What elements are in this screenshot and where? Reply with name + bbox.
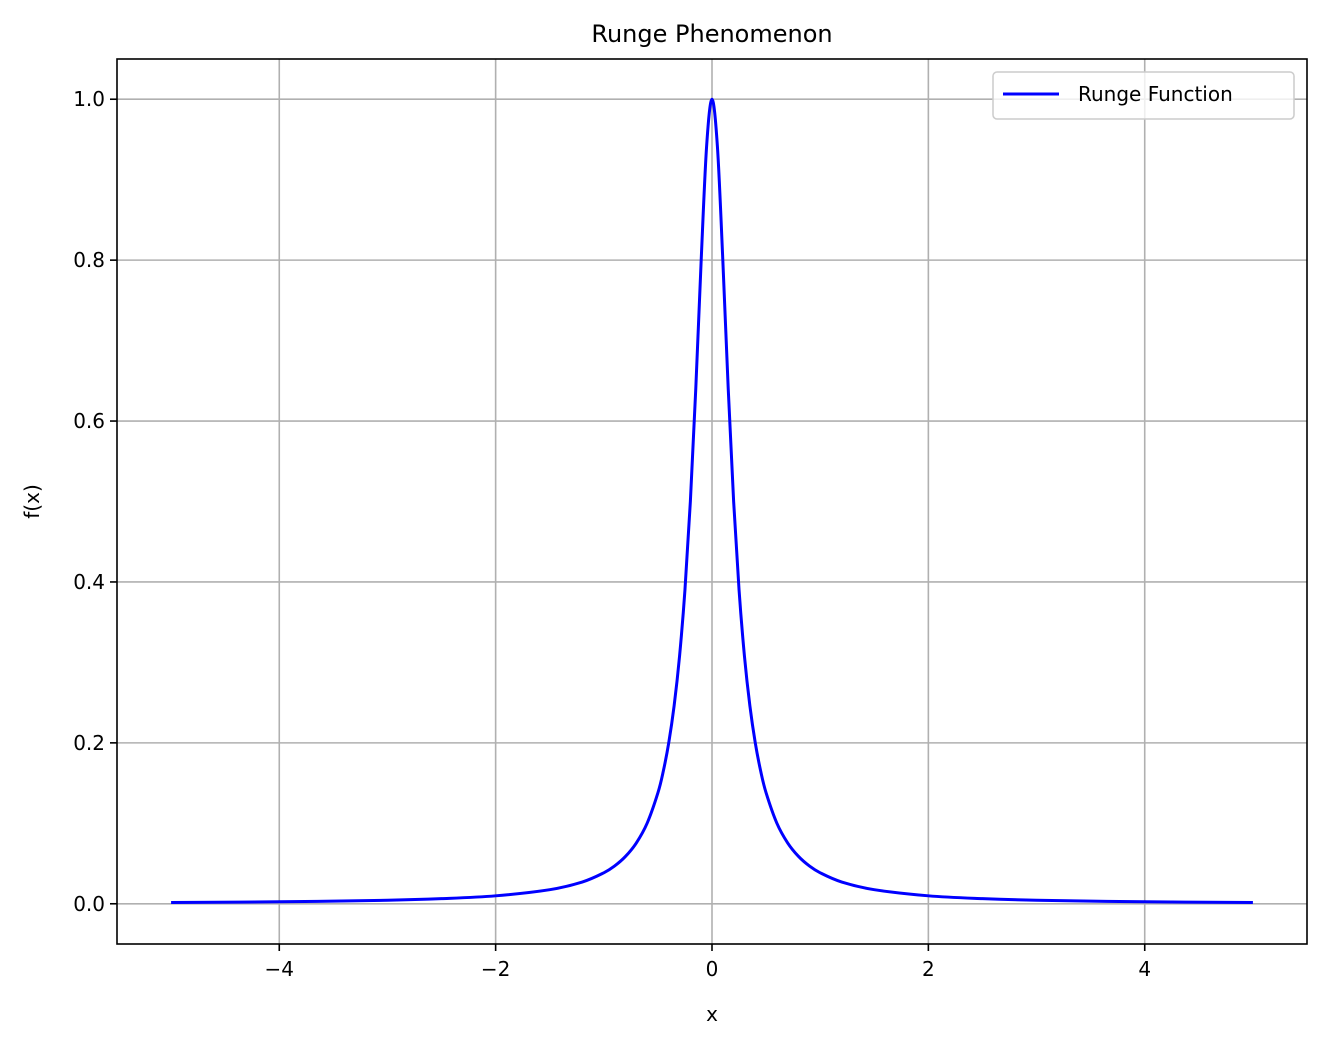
x-tick-label: −2 bbox=[481, 957, 510, 981]
series-lines bbox=[171, 97, 1253, 904]
legend: Runge Function bbox=[992, 71, 1295, 120]
y-tick-label: 1.0 bbox=[73, 87, 105, 111]
x-axis-ticks: −4 −2 0 2 4 bbox=[265, 944, 1151, 981]
y-tick-label: 0.8 bbox=[73, 248, 105, 272]
y-tick-label: 0.6 bbox=[73, 409, 105, 433]
x-axis-label: x bbox=[706, 1002, 718, 1026]
y-tick-label: 0.0 bbox=[73, 892, 105, 916]
y-axis-label: f(x) bbox=[20, 484, 44, 518]
x-tick-label: 2 bbox=[922, 957, 935, 981]
series-line-runge-function bbox=[171, 97, 1253, 904]
plot-area-frame bbox=[116, 58, 1308, 945]
legend-label: Runge Function bbox=[1078, 82, 1233, 106]
y-axis-ticks: 0.0 0.2 0.4 0.6 0.8 1.0 bbox=[73, 87, 117, 916]
chart-title: Runge Phenomenon bbox=[591, 20, 832, 48]
legend-box bbox=[992, 71, 1295, 120]
y-tick-label: 0.4 bbox=[73, 570, 105, 594]
x-tick-label: 4 bbox=[1138, 957, 1151, 981]
y-tick-label: 0.2 bbox=[73, 731, 105, 755]
grid-lines bbox=[117, 59, 1307, 944]
x-tick-label: −4 bbox=[265, 957, 294, 981]
x-tick-label: 0 bbox=[706, 957, 719, 981]
